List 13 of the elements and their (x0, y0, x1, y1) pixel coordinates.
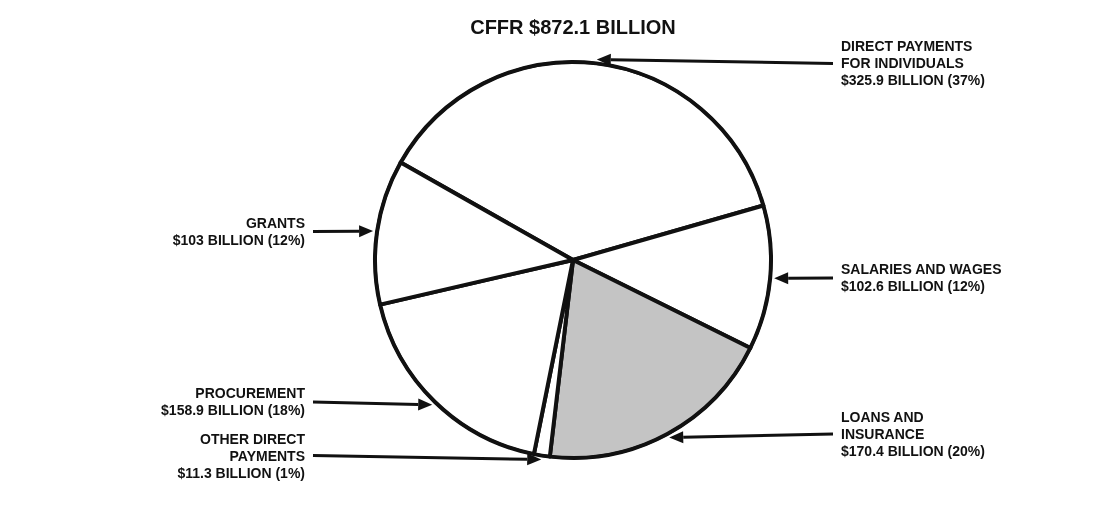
slice-label: SALARIES AND WAGES (841, 261, 1002, 278)
slice-label: PROCUREMENT (195, 385, 306, 402)
data-label: $103 BILLION (12%) (172, 232, 305, 249)
data-label: $325.9 BILLION (37%) (841, 72, 985, 89)
slice-label: LOANS AND INSURANCE (841, 409, 925, 443)
slice-label: OTHER DIRECT PAYMENTS (200, 430, 306, 464)
data-label: $158.9 BILLION (18%) (161, 402, 305, 419)
data-label: $170.4 BILLION (20%) (841, 443, 985, 460)
data-label: $11.3 BILLION (1%) (177, 464, 305, 481)
chart-title: CFFR $872.1 BILLION (470, 16, 676, 38)
data-label: $102.6 BILLION (12%) (841, 278, 985, 295)
slice-label: GRANTS (245, 215, 305, 232)
slice-label: DIRECT PAYMENTS FOR INDIVIDUALS (841, 38, 973, 72)
